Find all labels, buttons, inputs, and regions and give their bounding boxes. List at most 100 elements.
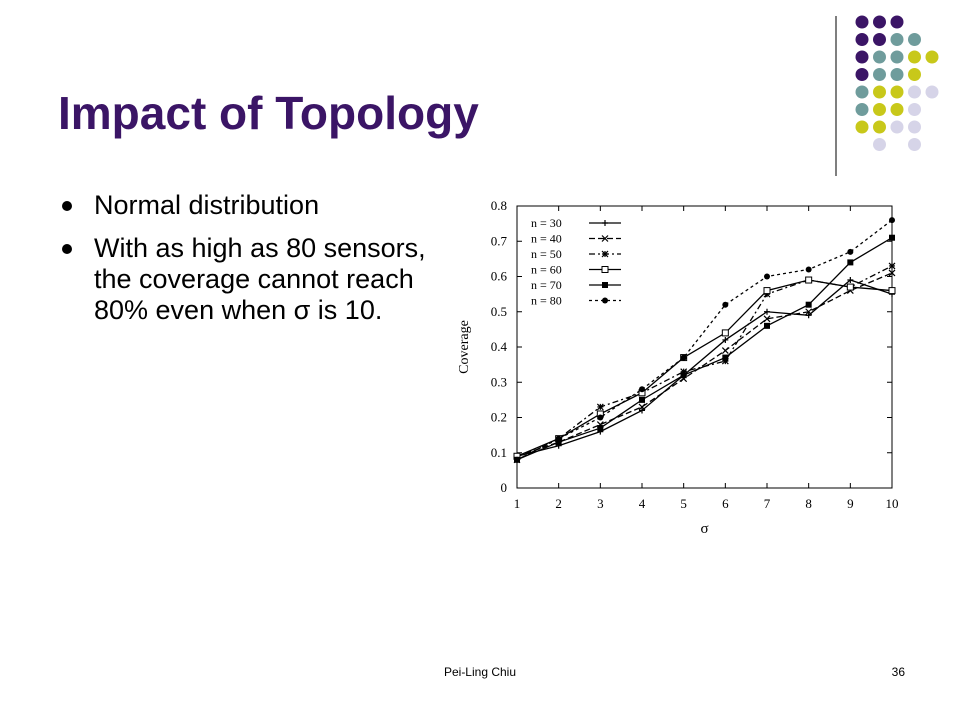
- x-tick-label: 9: [847, 496, 854, 511]
- decor-dot: [890, 50, 904, 64]
- decorative-dot-grid: [855, 15, 939, 151]
- point-marker: [764, 273, 770, 280]
- point-marker: [596, 403, 604, 411]
- y-tick-label: 0.8: [491, 198, 507, 213]
- decor-dot: [890, 33, 904, 46]
- legend-label: n = 80: [531, 294, 562, 308]
- point-marker: [601, 266, 609, 273]
- x-tick-label: 5: [680, 496, 687, 511]
- footer: Pei-Ling Chiu 36: [0, 665, 960, 685]
- bullet-list: Normal distribution With as high as 80 s…: [58, 190, 438, 338]
- legend-label: n = 30: [531, 216, 562, 230]
- decor-dot: [890, 85, 904, 99]
- y-tick-label: 0.5: [491, 304, 507, 319]
- footer-author: Pei-Ling Chiu: [443, 665, 517, 679]
- y-tick-label: 0.2: [491, 410, 507, 425]
- x-tick-label: 4: [639, 496, 646, 511]
- decor-dot: [925, 85, 939, 99]
- point-marker: [602, 220, 608, 226]
- coverage-line-chart: 0 0.1 0.2 0.3 0.4 0.5 0.6 0.7 0.8 1 2 3 4 5 6 7 8 9 10 σ Cov…: [457, 198, 899, 537]
- legend-label: n = 40: [531, 232, 562, 246]
- divider-line: [835, 16, 837, 176]
- series-5: [514, 234, 895, 463]
- x-tick-label: 10: [886, 496, 899, 511]
- point-marker: [639, 386, 645, 393]
- y-tick-label: 0.7: [491, 233, 508, 248]
- page-number: 36: [891, 665, 905, 679]
- point-marker: [639, 396, 645, 403]
- point-marker: [680, 372, 687, 379]
- point-marker: [721, 329, 729, 337]
- decor-dot: [908, 120, 921, 134]
- decor-dot: [855, 103, 869, 116]
- bullet-text: With as high as 80 sensors, the coverage…: [94, 233, 426, 325]
- point-marker: [805, 301, 812, 308]
- point-marker: [888, 287, 896, 295]
- legend-label: n = 50: [531, 247, 562, 261]
- point-marker: [889, 217, 895, 224]
- point-marker: [846, 283, 854, 291]
- x-tick-label: 1: [514, 496, 521, 511]
- decor-dot: [855, 120, 869, 134]
- decor-dot: [908, 85, 921, 99]
- decor-dot: [908, 138, 921, 151]
- series-2: [513, 269, 896, 460]
- point-marker: [764, 308, 770, 315]
- point-marker: [805, 266, 812, 273]
- slide-title: Impact of Topology: [58, 87, 479, 139]
- decor-dot: [908, 103, 921, 116]
- y-tick-label: 0.4: [491, 339, 508, 354]
- legend-label: n = 70: [531, 278, 562, 292]
- bullet-text: Normal distribution: [94, 190, 320, 220]
- y-axis-label: Coverage: [457, 320, 472, 374]
- point-marker: [639, 407, 645, 414]
- x-tick-label: 8: [805, 496, 812, 511]
- decor-dot: [873, 120, 886, 134]
- decor-dot: [873, 15, 886, 29]
- point-marker: [722, 301, 729, 308]
- point-marker: [805, 308, 813, 316]
- point-marker: [847, 277, 854, 284]
- point-marker: [601, 250, 609, 258]
- decor-dot: [873, 33, 886, 46]
- point-marker: [847, 248, 854, 255]
- y-tick-label: 0.6: [491, 269, 508, 284]
- series-line: [516, 219, 893, 461]
- series-line: [516, 272, 893, 457]
- y-tick-label: 0.1: [491, 445, 507, 460]
- point-marker: [602, 282, 608, 288]
- x-axis-label: σ: [700, 521, 708, 537]
- decor-dot: [873, 68, 886, 81]
- point-marker: [763, 315, 771, 323]
- series-6: [514, 217, 895, 463]
- decor-dot: [890, 103, 904, 116]
- y-tick-label: 0.3: [491, 374, 507, 389]
- bullet-dot-icon: [62, 201, 72, 211]
- point-marker: [847, 259, 854, 266]
- decor-dot: [855, 50, 869, 64]
- point-marker: [680, 354, 687, 361]
- point-marker: [722, 354, 729, 361]
- legend-label: n = 60: [531, 263, 562, 277]
- point-marker: [805, 276, 813, 284]
- bullet-dot-icon: [62, 244, 72, 254]
- decor-dot: [908, 50, 921, 64]
- point-marker: [888, 269, 896, 277]
- point-marker: [888, 262, 896, 270]
- point-marker: [763, 287, 771, 295]
- point-marker: [889, 234, 895, 241]
- point-marker: [764, 322, 770, 329]
- decor-dot: [873, 103, 886, 116]
- x-tick-label: 2: [555, 496, 562, 511]
- decor-dot: [890, 120, 904, 134]
- decor-dot: [873, 50, 886, 64]
- point-marker: [597, 414, 604, 421]
- x-tick-label: 3: [597, 496, 604, 511]
- series-line: [516, 279, 893, 457]
- bullet-item: With as high as 80 sensors, the coverage…: [58, 233, 438, 326]
- point-marker: [602, 297, 608, 304]
- point-marker: [722, 336, 729, 343]
- point-marker: [514, 456, 520, 463]
- point-marker: [638, 403, 646, 411]
